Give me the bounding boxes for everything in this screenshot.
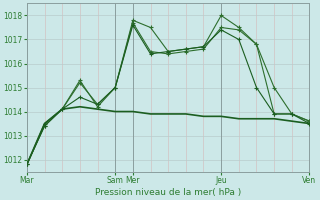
- X-axis label: Pression niveau de la mer( hPa ): Pression niveau de la mer( hPa ): [95, 188, 241, 197]
